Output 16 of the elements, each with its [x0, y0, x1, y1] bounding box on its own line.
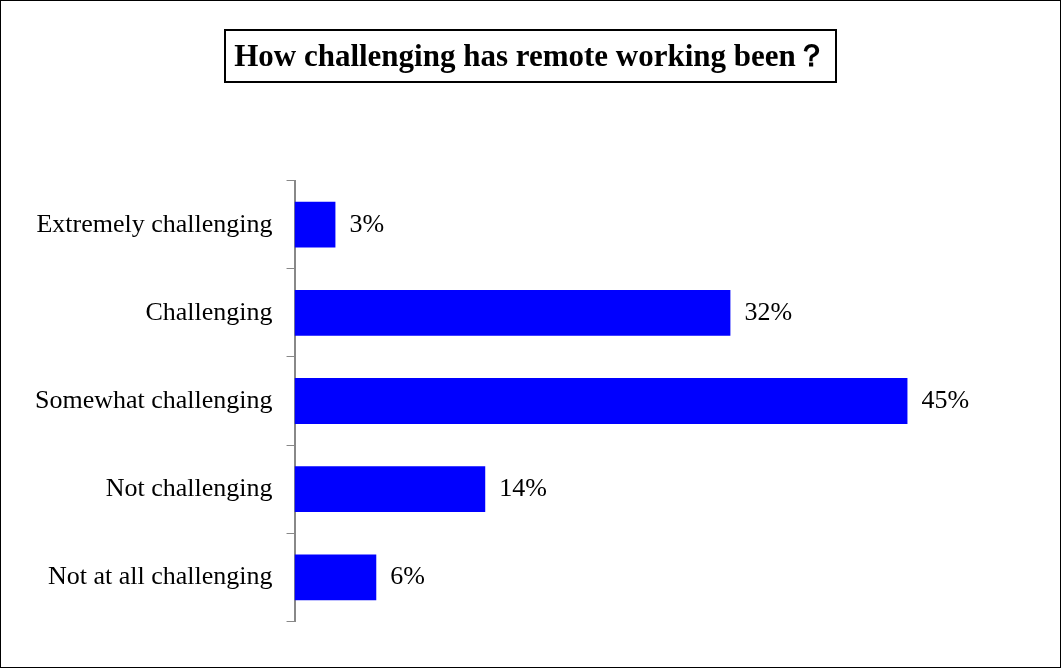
bar: [294, 466, 486, 513]
bar: [294, 554, 377, 601]
y-tick-label: Challenging: [145, 296, 273, 326]
data-label: 6%: [390, 561, 425, 591]
chart-title: How challenging has remote working been？: [224, 29, 837, 83]
y-tick-label: Not at all challenging: [48, 561, 273, 591]
bar: [294, 201, 336, 248]
data-label: 32%: [744, 296, 793, 326]
bar: [294, 378, 908, 424]
y-tick-label: Extremely challenging: [36, 208, 273, 238]
bar: [294, 289, 731, 336]
y-tick-label: Not challenging: [105, 472, 273, 502]
data-label: 3%: [349, 208, 385, 238]
data-label: 14%: [499, 472, 547, 502]
y-tick-label: Somewhat challenging: [34, 384, 273, 414]
data-label: 45%: [921, 384, 970, 414]
